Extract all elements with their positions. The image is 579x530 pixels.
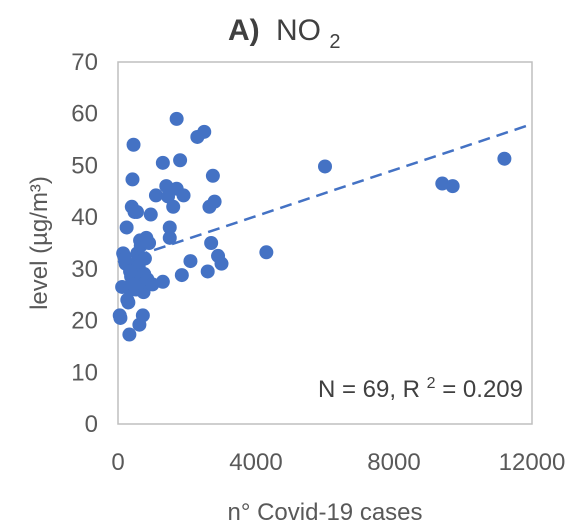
y-tick-label: 30 [71,256,98,283]
chart-title-main: NO [276,14,321,47]
data-point [117,251,132,266]
chart-title-subscript: 2 [329,31,340,53]
trendline [117,122,533,264]
y-tick-label: 0 [85,411,98,438]
stats-annotation-prefix: N = 69, R [318,376,420,403]
data-point [497,151,512,166]
data-point [176,188,191,203]
x-axis-label: n° Covid-19 cases [227,499,422,526]
y-tick-label: 60 [71,101,98,128]
stats-annotation: N = 69, R 2 = 0.209 [318,367,523,403]
data-point [148,188,163,203]
x-tick-label: 4000 [229,449,282,476]
x-tick-label: 0 [111,449,124,476]
chart-title-prefix: A) [228,14,260,47]
data-point [137,251,152,266]
y-tick-label: 70 [71,49,98,76]
data-points [112,111,512,342]
data-point [174,268,189,283]
y-axis-ticks: 0 10 20 30 40 50 60 70 [71,49,98,438]
y-tick-label: 20 [71,308,98,335]
stats-annotation-suffix: = 0.209 [442,376,523,403]
data-point [205,168,220,183]
data-point [126,277,141,292]
x-tick-label: 12000 [499,449,566,476]
x-axis-ticks: 0 4000 8000 12000 [111,449,565,476]
data-point [135,308,150,323]
data-point [173,153,188,168]
data-point [259,245,274,260]
data-point [122,327,137,342]
data-point [155,155,170,170]
data-point [142,236,157,250]
data-point [129,204,144,219]
y-tick-label: 50 [71,152,98,179]
data-point [445,179,460,194]
data-point [318,159,332,174]
data-point [197,124,212,139]
plot-frame [117,61,533,425]
data-point [125,172,140,187]
stats-annotation-superscript: 2 [427,375,436,392]
data-point [143,207,158,222]
data-point [204,236,219,250]
data-point [207,194,222,209]
data-point [162,220,177,235]
data-point [126,137,141,152]
data-point [162,230,177,245]
x-tick-label: 8000 [367,449,420,476]
data-point [155,274,170,289]
data-point [214,256,229,271]
data-point [119,220,134,235]
y-tick-label: 40 [71,204,98,231]
data-point [121,295,136,310]
y-axis-label: level (µg/m³) [26,176,53,310]
y-tick-label: 10 [71,359,98,386]
data-point [113,310,128,325]
data-point [169,111,184,126]
chart-title: A) NO 2 [228,14,340,53]
data-point [123,264,138,279]
data-point [166,199,181,214]
data-point [183,254,198,269]
data-point [200,264,215,279]
